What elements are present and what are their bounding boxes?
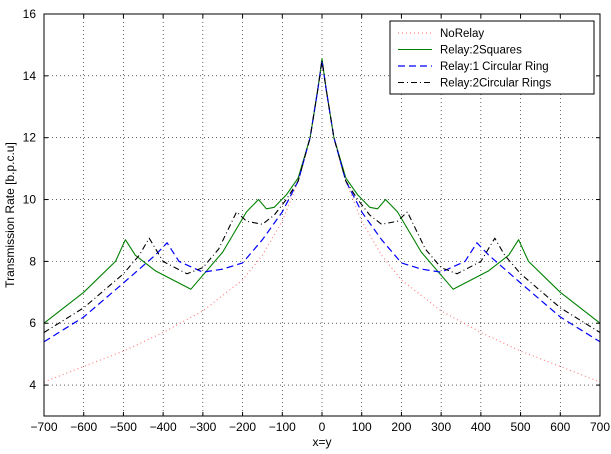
- x-tick-label: −600: [70, 420, 97, 434]
- y-tick-label: 6: [29, 316, 36, 330]
- y-axis-label: Transmission Rate [b.p.c.u]: [3, 142, 17, 288]
- x-tick-label: −300: [189, 420, 216, 434]
- legend-label: Relay:1 Circular Ring: [440, 61, 549, 73]
- series-line-3: [43, 59, 601, 333]
- x-tick-label: 200: [391, 420, 411, 434]
- x-tick-label: −500: [110, 420, 137, 434]
- legend-label: Relay:2Squares: [440, 45, 522, 57]
- grid: [44, 14, 600, 416]
- y-tick-label: 8: [29, 254, 36, 268]
- y-tick-label: 12: [23, 131, 37, 145]
- y-tick-label: 14: [23, 69, 37, 83]
- x-tick-label: 600: [550, 420, 570, 434]
- y-tick-label: 16: [23, 7, 37, 21]
- x-tick-label: 300: [431, 420, 451, 434]
- legend: NoRelay Relay:2Squares Relay:1 Circular Ri…: [389, 20, 595, 95]
- legend-box: [389, 20, 595, 95]
- x-tick-label: −400: [150, 420, 177, 434]
- x-tick-label: 400: [471, 420, 491, 434]
- axis-ticks: −700 −600 −500 −400 −300 −200 −100 0 100 200 300 40…: [23, 7, 611, 434]
- x-tick-label: 100: [352, 420, 372, 434]
- legend-label: NoRelay: [440, 28, 484, 40]
- series-line-0: [43, 59, 601, 383]
- series-line-1: [43, 58, 601, 324]
- x-tick-label: −700: [30, 420, 57, 434]
- y-tick-label: 10: [23, 193, 37, 207]
- x-tick-label: −200: [229, 420, 256, 434]
- x-tick-label: 700: [590, 420, 610, 434]
- x-tick-label: 500: [511, 420, 531, 434]
- y-tick-label: 4: [29, 378, 36, 392]
- x-tick-label: −100: [269, 420, 296, 434]
- x-axis-label: x=y: [312, 435, 331, 449]
- plot-series: [43, 58, 601, 383]
- x-tick-label: 0: [319, 420, 326, 434]
- legend-label: Relay:2Circular Rings: [440, 78, 551, 90]
